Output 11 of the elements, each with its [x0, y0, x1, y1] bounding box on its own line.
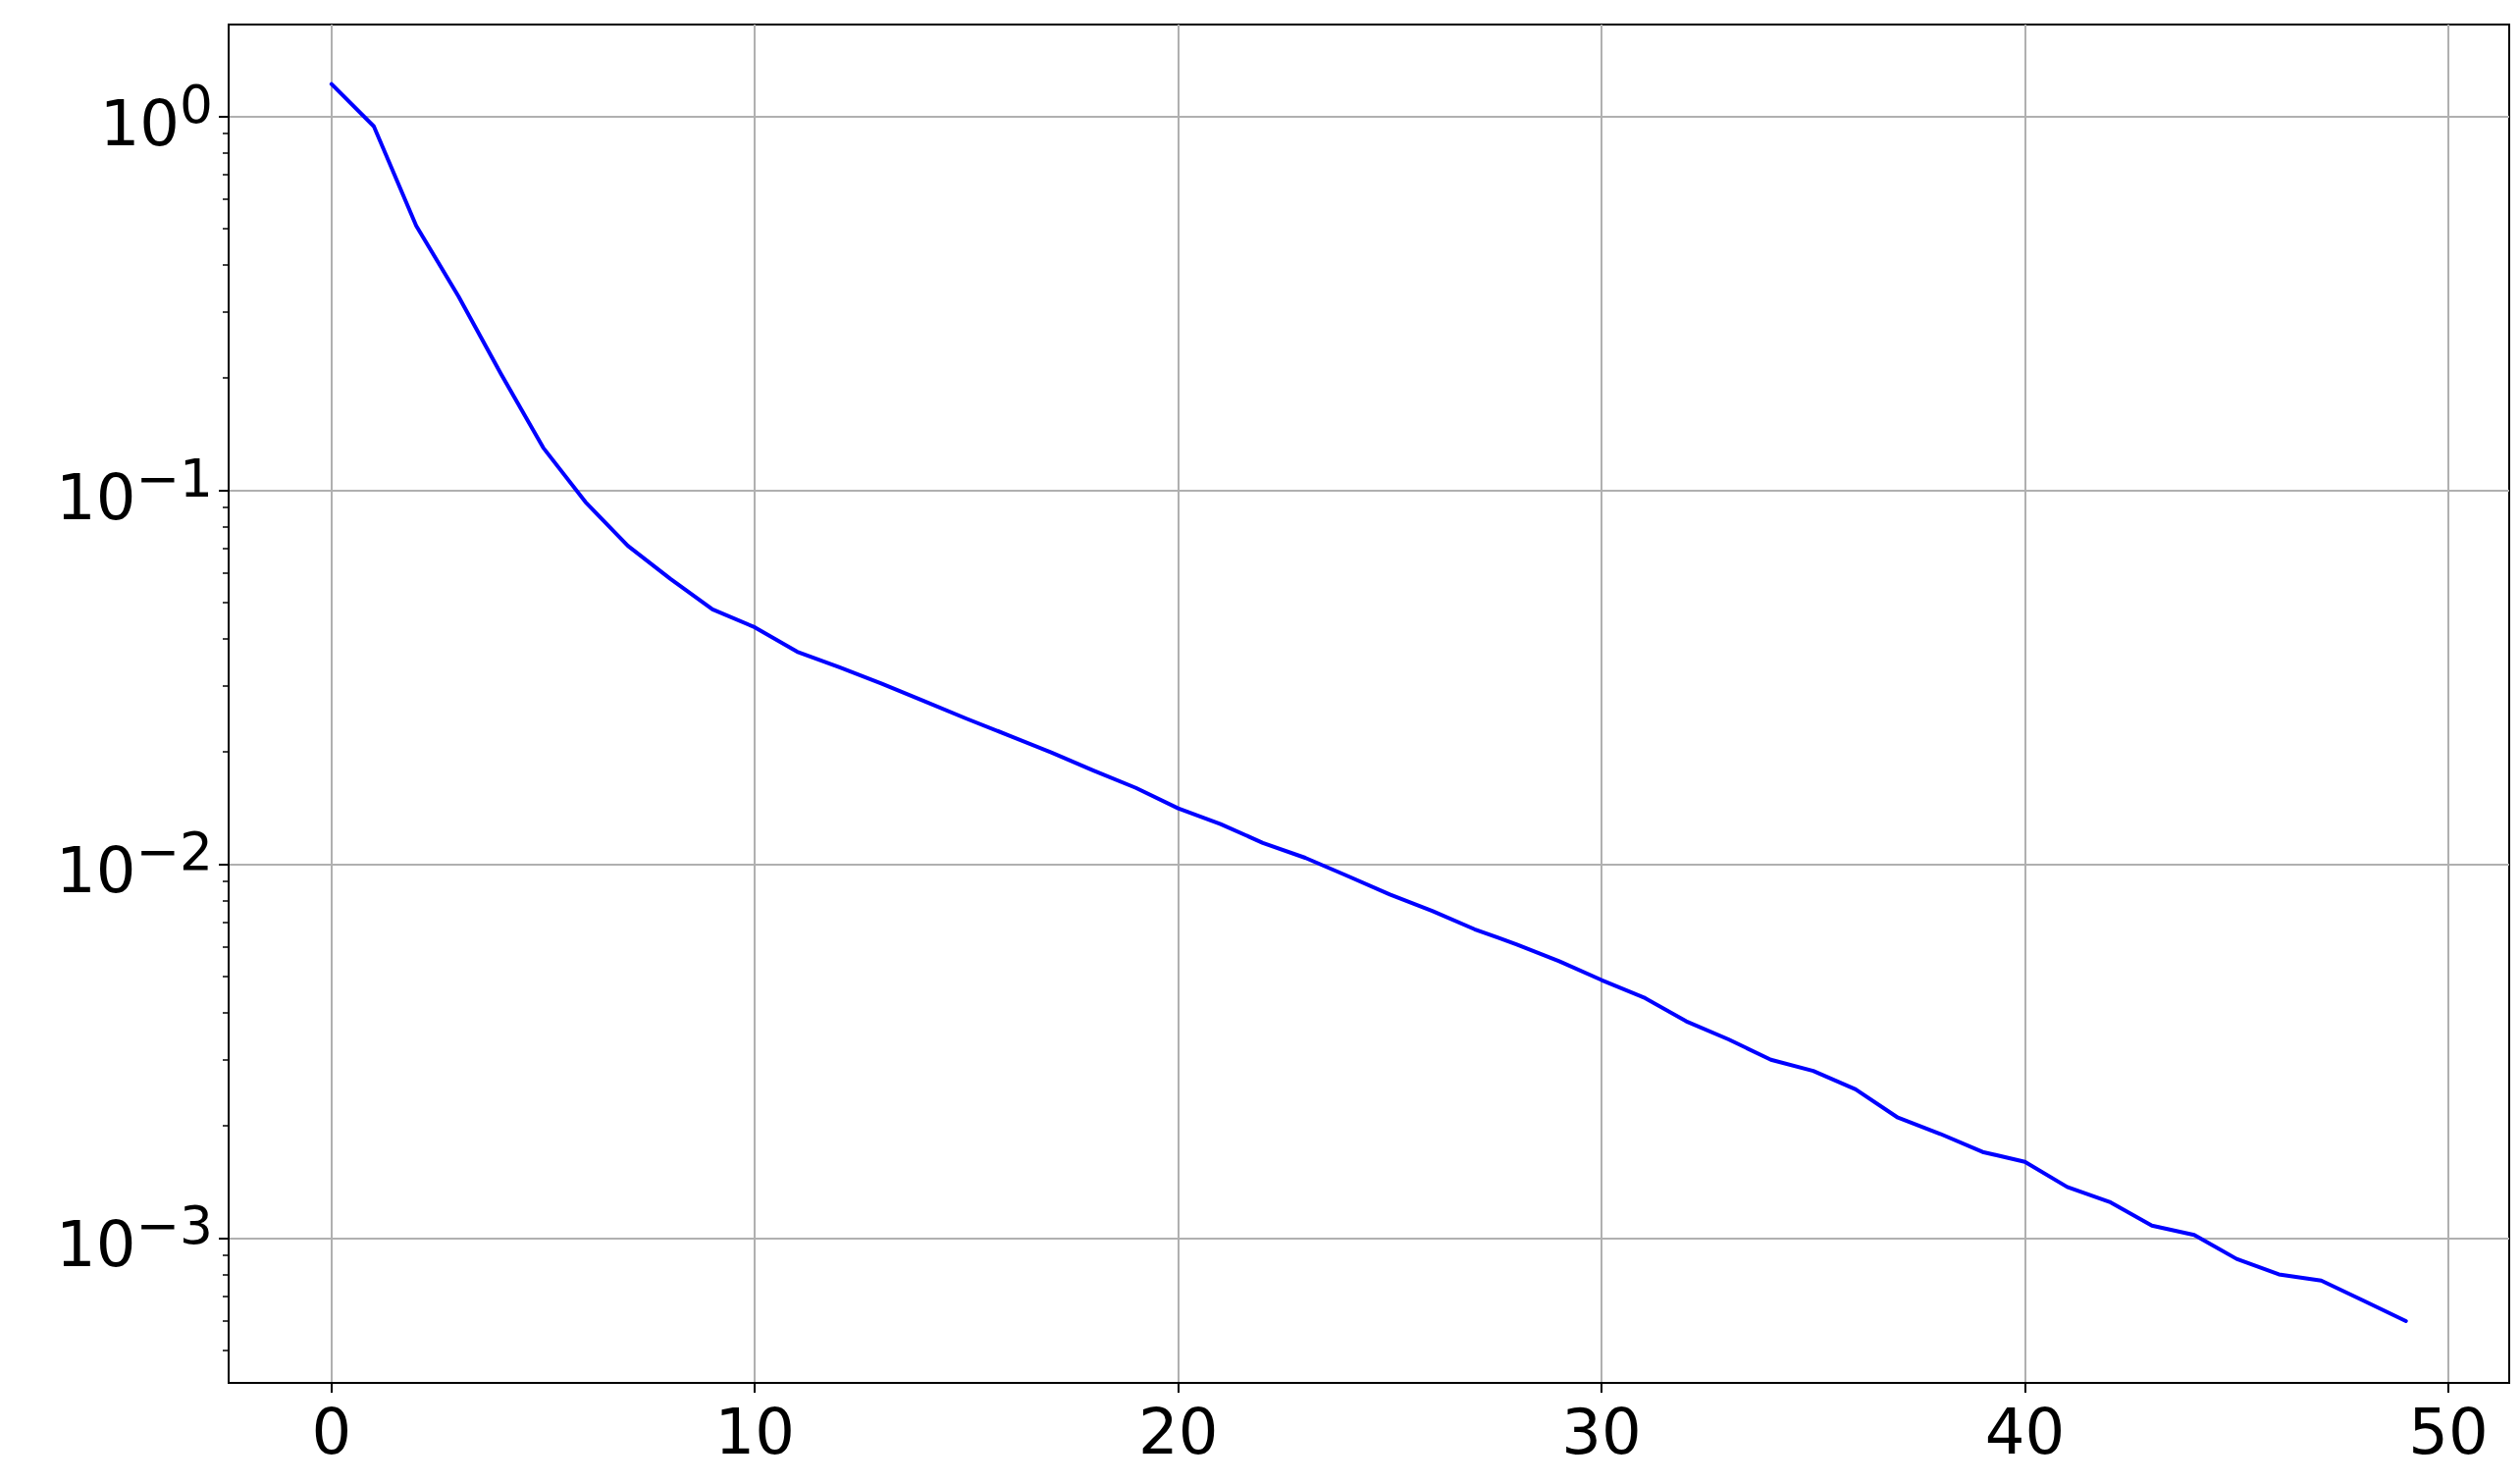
- y-tick-label: 10$^{0}$: [99, 73, 213, 160]
- x-tick-label: 30: [1561, 1396, 1642, 1468]
- line-series: [329, 81, 2408, 1323]
- y-tick-label: 10$^{−3}$: [55, 1194, 213, 1282]
- x-tick-label: 50: [2408, 1396, 2489, 1468]
- x-tick-label: 10: [714, 1396, 795, 1468]
- y-tick-label: 10$^{−1}$: [55, 447, 213, 534]
- x-tick-label: 0: [311, 1396, 352, 1468]
- x-tick-label: 40: [1984, 1396, 2066, 1468]
- y-tick-label: 10$^{−2}$: [55, 821, 213, 908]
- x-tick-label: 20: [1137, 1396, 1219, 1468]
